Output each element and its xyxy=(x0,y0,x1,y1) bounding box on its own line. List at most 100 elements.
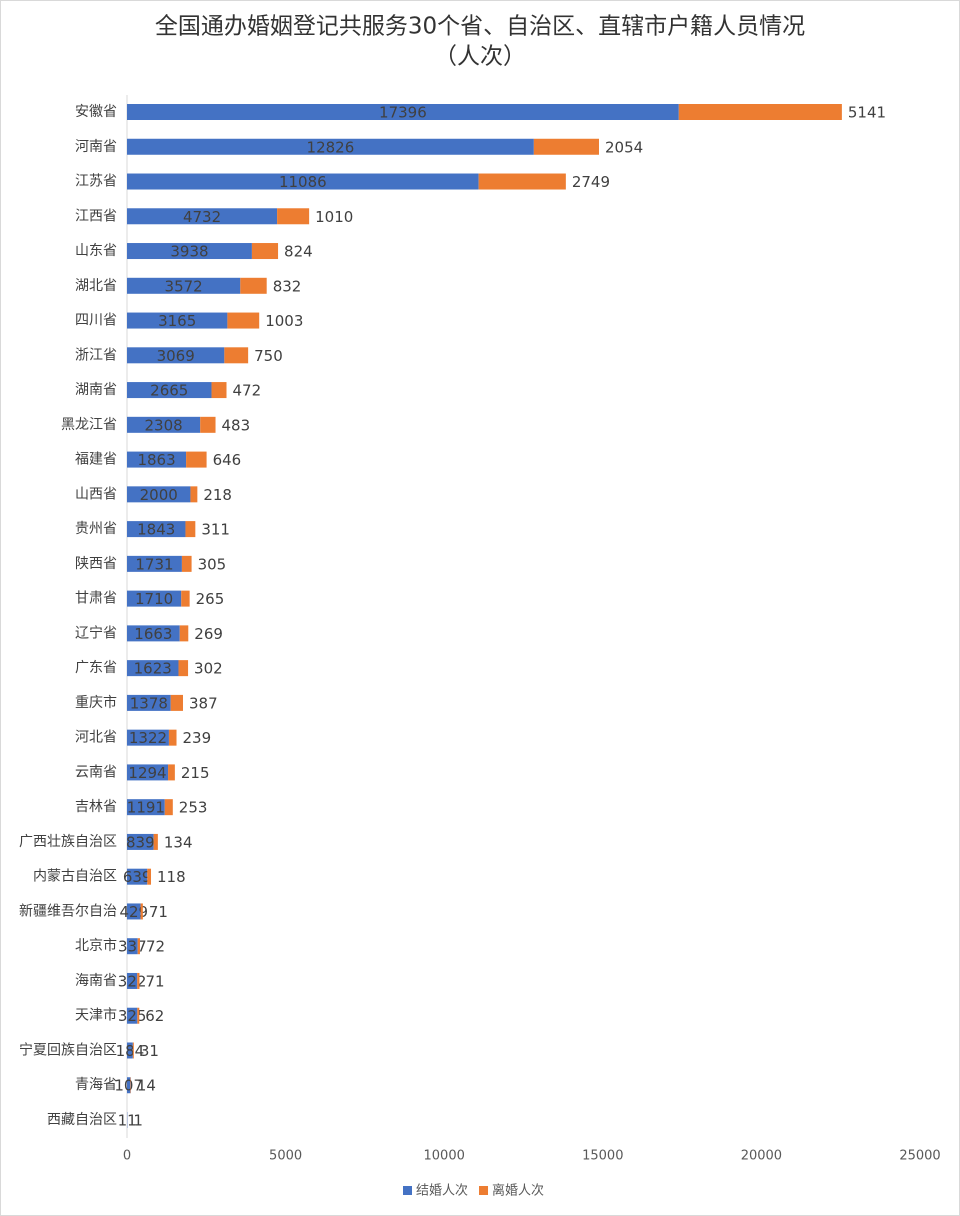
y-tick-label: 贵州省 xyxy=(75,521,117,537)
value-label: 1663 xyxy=(134,625,172,643)
bar-segment xyxy=(127,799,165,816)
value-label: 824 xyxy=(284,243,313,261)
value-label: 302 xyxy=(194,660,223,678)
bar-segment xyxy=(127,590,182,607)
value-label: 107 xyxy=(114,1077,143,1095)
y-tick-label: 安徽省 xyxy=(75,104,117,120)
value-label: 1863 xyxy=(137,451,175,469)
value-label: 639 xyxy=(123,868,152,886)
value-label: 3572 xyxy=(165,277,203,295)
value-label: 305 xyxy=(198,555,227,573)
bar-segment xyxy=(179,625,189,642)
legend-label: 离婚人次 xyxy=(492,1183,544,1199)
chart-title: 全国通办婚姻登记共服务30个省、自治区、直辖市户籍人员情况 xyxy=(155,14,805,40)
bar-segment xyxy=(127,833,154,850)
value-label: 472 xyxy=(233,382,262,400)
x-tick-label: 0 xyxy=(123,1149,131,1164)
bar-segment xyxy=(153,833,158,850)
bar-segment xyxy=(127,764,169,781)
bar-segment xyxy=(168,764,175,781)
x-tick-label: 15000 xyxy=(582,1149,623,1164)
value-label: 1710 xyxy=(135,590,173,608)
bar-segment xyxy=(137,938,140,955)
bar-segment xyxy=(127,938,138,955)
bar-segment xyxy=(127,521,186,538)
value-label: 71 xyxy=(145,972,164,990)
value-label: 31 xyxy=(140,1042,159,1060)
y-tick-label: 甘肃省 xyxy=(75,591,117,607)
bar-segment xyxy=(251,243,279,260)
bar-segment xyxy=(224,347,249,364)
x-tick-label: 25000 xyxy=(899,1149,940,1164)
bar-segment xyxy=(127,486,191,503)
value-label: 646 xyxy=(213,451,242,469)
legend-label: 结婚人次 xyxy=(416,1183,468,1199)
value-label: 3069 xyxy=(157,347,195,365)
y-tick-label: 福建省 xyxy=(75,452,117,468)
value-label: 265 xyxy=(196,590,225,608)
bar-segment xyxy=(127,555,182,572)
y-tick-label: 北京市 xyxy=(75,937,117,954)
value-label: 1322 xyxy=(129,729,167,747)
value-label: 62 xyxy=(145,1007,164,1025)
bar-segment xyxy=(277,208,310,225)
y-tick-label: 重庆市 xyxy=(75,694,117,711)
bar-segment xyxy=(127,382,212,399)
bar-segment xyxy=(127,208,278,225)
x-tick-label: 20000 xyxy=(741,1149,782,1164)
bar-segment xyxy=(181,590,190,607)
value-label: 1003 xyxy=(265,312,303,330)
bar-segment xyxy=(127,729,169,746)
value-label: 1 xyxy=(133,1112,143,1130)
chart-subtitle: （人次） xyxy=(434,44,526,70)
y-tick-label: 广西壮族自治区 xyxy=(19,834,117,850)
value-label: 839 xyxy=(126,833,155,851)
bar-segment xyxy=(190,486,198,503)
y-tick-label: 陕西省 xyxy=(75,556,117,572)
y-tick-label: 云南省 xyxy=(75,764,117,780)
y-tick-label: 四川省 xyxy=(75,313,117,329)
y-tick-label: 广东省 xyxy=(75,660,117,676)
value-label: 11086 xyxy=(279,173,327,191)
bar-segment xyxy=(127,347,225,364)
value-label: 2000 xyxy=(140,486,178,504)
y-tick-label: 湖北省 xyxy=(75,278,117,294)
value-label: 2308 xyxy=(145,416,183,434)
value-label: 4732 xyxy=(183,208,221,226)
legend-swatch xyxy=(403,1186,412,1195)
y-tick-label: 青海省 xyxy=(75,1077,117,1093)
value-label: 322 xyxy=(118,972,147,990)
value-label: 5141 xyxy=(848,104,886,122)
value-label: 118 xyxy=(157,868,186,886)
y-tick-label: 江西省 xyxy=(75,208,117,224)
value-label: 387 xyxy=(189,694,218,712)
value-label: 3165 xyxy=(158,312,196,330)
value-label: 1191 xyxy=(127,799,165,817)
value-label: 311 xyxy=(201,521,230,539)
bar-segment xyxy=(127,277,241,294)
y-tick-label: 浙江省 xyxy=(75,347,117,363)
bar-segment xyxy=(127,868,148,885)
bar-segment xyxy=(147,868,152,885)
value-label: 269 xyxy=(194,625,223,643)
y-tick-label: 辽宁省 xyxy=(75,624,117,641)
bar-segment xyxy=(127,451,187,468)
bar-segment xyxy=(185,521,196,538)
value-label: 325 xyxy=(118,1007,147,1025)
value-label: 239 xyxy=(183,729,212,747)
y-tick-label: 宁夏回族自治区 xyxy=(19,1041,117,1058)
bar-segment xyxy=(200,416,216,433)
value-label: 218 xyxy=(203,486,232,504)
y-tick-label: 内蒙古自治区 xyxy=(33,869,117,885)
value-label: 337 xyxy=(118,938,147,956)
bar-segment xyxy=(127,104,679,120)
bar-segment xyxy=(127,903,141,920)
bar-segment xyxy=(170,694,183,711)
y-tick-label: 山东省 xyxy=(75,243,117,259)
y-tick-label: 海南省 xyxy=(75,973,117,989)
bar-segment xyxy=(127,660,179,677)
bar-segment xyxy=(678,104,842,120)
bar-segment xyxy=(127,1007,138,1024)
